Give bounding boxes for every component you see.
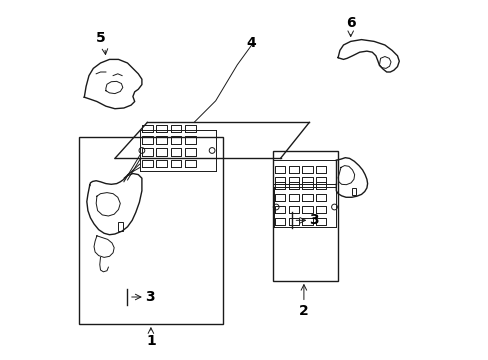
Text: 5: 5 (96, 31, 105, 45)
Text: 6: 6 (345, 17, 355, 30)
Text: 1: 1 (146, 334, 156, 348)
Bar (351, 188, 355, 195)
Text: 4: 4 (246, 36, 256, 50)
Text: 3: 3 (308, 213, 318, 227)
Text: 2: 2 (299, 305, 308, 318)
Text: 3: 3 (144, 290, 154, 304)
Bar (118, 222, 122, 231)
